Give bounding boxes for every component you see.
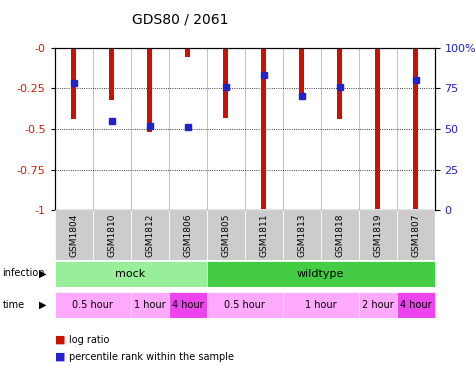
Bar — [169, 210, 207, 260]
Bar — [283, 292, 359, 318]
Bar — [55, 292, 131, 318]
Bar — [169, 292, 207, 318]
Text: ■: ■ — [55, 335, 65, 345]
Text: percentile rank within the sample: percentile rank within the sample — [69, 352, 234, 362]
Text: infection: infection — [2, 268, 45, 279]
Bar — [185, 48, 190, 57]
Text: GSM1812: GSM1812 — [145, 213, 154, 257]
Bar — [397, 210, 435, 260]
Text: GSM1805: GSM1805 — [221, 213, 230, 257]
Text: GSM1813: GSM1813 — [297, 213, 306, 257]
Text: log ratio: log ratio — [69, 335, 109, 345]
Text: mock: mock — [115, 269, 146, 279]
Bar — [397, 292, 435, 318]
Bar — [375, 48, 380, 209]
Bar — [109, 48, 114, 100]
Text: GDS80 / 2061: GDS80 / 2061 — [132, 13, 229, 27]
Text: GSM1807: GSM1807 — [411, 213, 420, 257]
Text: 1 hour: 1 hour — [134, 300, 165, 310]
Bar — [55, 210, 93, 260]
Bar — [207, 292, 283, 318]
Bar — [131, 210, 169, 260]
Bar — [413, 48, 418, 209]
Text: 0.5 hour: 0.5 hour — [224, 300, 265, 310]
Bar — [223, 48, 228, 117]
Bar — [131, 292, 169, 318]
Bar — [207, 261, 435, 287]
Bar — [245, 210, 283, 260]
Bar — [299, 48, 304, 100]
Text: 4 hour: 4 hour — [400, 300, 431, 310]
Bar — [207, 210, 245, 260]
Text: ▶: ▶ — [39, 299, 47, 310]
Text: GSM1818: GSM1818 — [335, 213, 344, 257]
Bar — [337, 48, 342, 119]
Text: 4 hour: 4 hour — [172, 300, 203, 310]
Bar — [359, 292, 397, 318]
Bar — [359, 210, 397, 260]
Text: ▶: ▶ — [39, 268, 47, 279]
Bar — [71, 48, 76, 119]
Bar — [93, 210, 131, 260]
Text: GSM1811: GSM1811 — [259, 213, 268, 257]
Bar — [55, 261, 207, 287]
Bar — [261, 48, 266, 209]
Text: GSM1804: GSM1804 — [69, 213, 78, 257]
Text: 0.5 hour: 0.5 hour — [72, 300, 113, 310]
Text: time: time — [2, 299, 25, 310]
Bar — [283, 210, 321, 260]
Text: GSM1810: GSM1810 — [107, 213, 116, 257]
Bar — [147, 48, 152, 132]
Text: GSM1819: GSM1819 — [373, 213, 382, 257]
Bar — [321, 210, 359, 260]
Text: 2 hour: 2 hour — [362, 300, 393, 310]
Text: GSM1806: GSM1806 — [183, 213, 192, 257]
Text: ■: ■ — [55, 352, 65, 362]
Text: wildtype: wildtype — [297, 269, 344, 279]
Text: 1 hour: 1 hour — [305, 300, 336, 310]
